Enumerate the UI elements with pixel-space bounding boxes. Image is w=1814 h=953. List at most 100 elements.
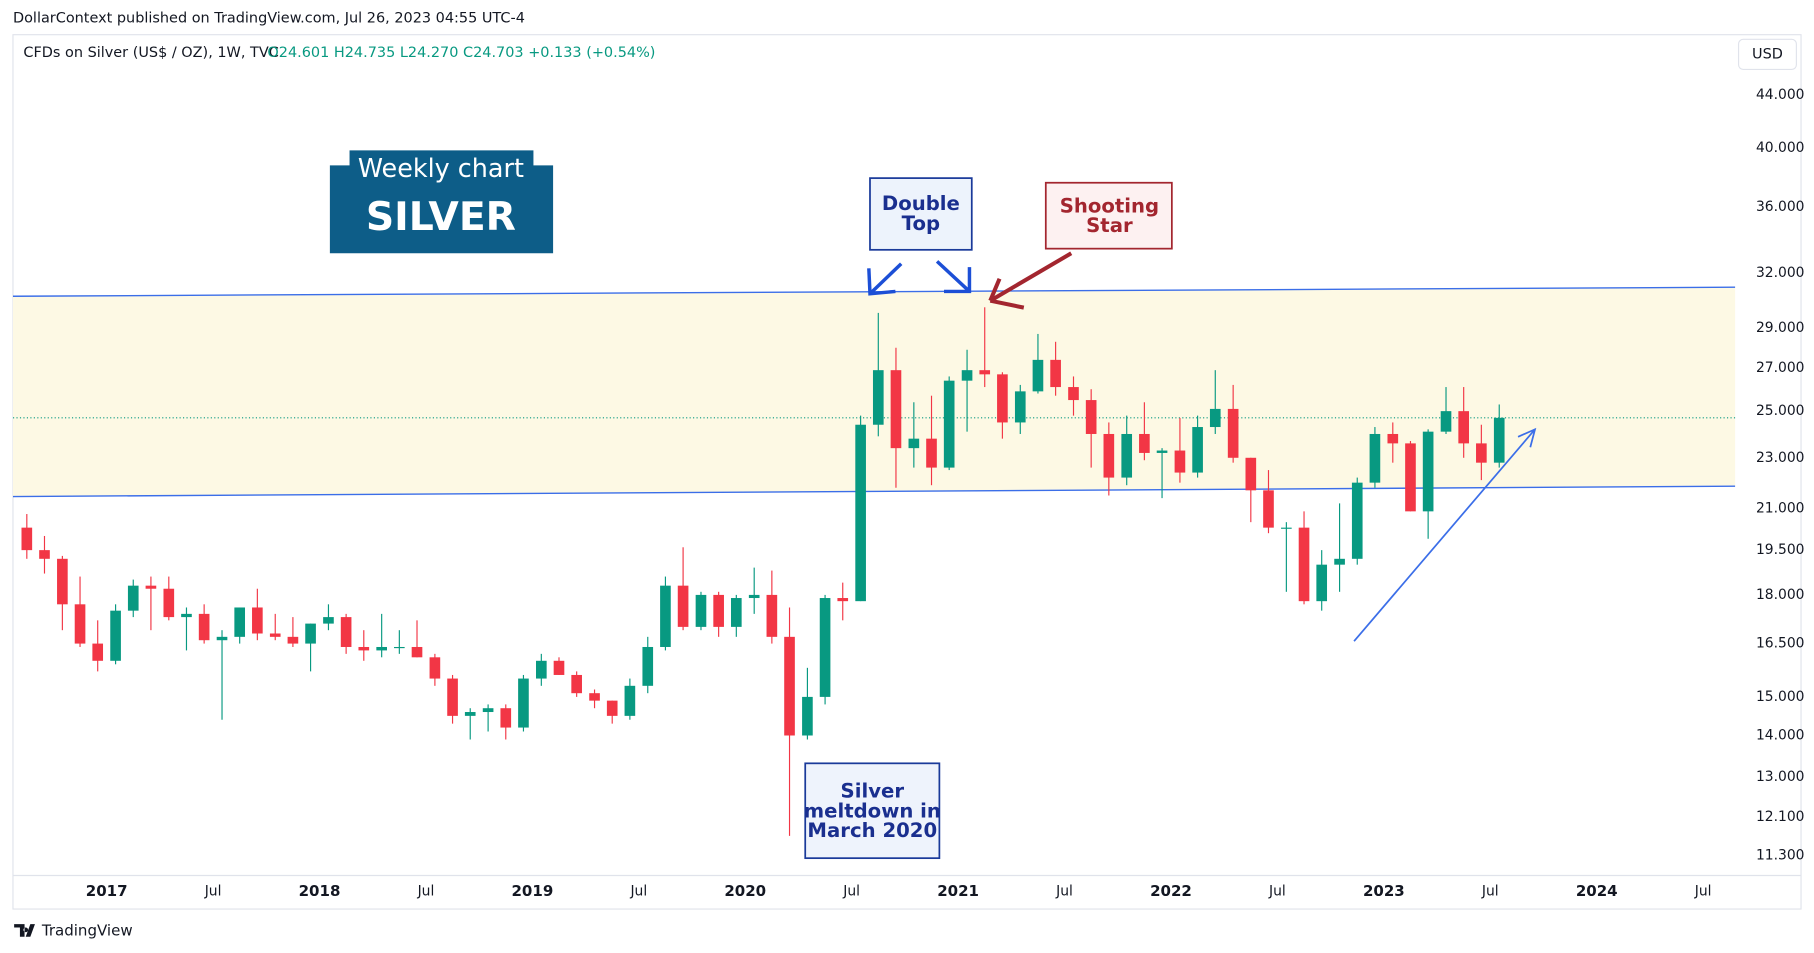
candle-body <box>269 633 281 637</box>
candle-body <box>1316 564 1328 602</box>
candle-body <box>110 610 121 661</box>
double-top-label: Double <box>882 192 960 215</box>
candle-body <box>1121 433 1133 478</box>
candle-body <box>252 607 263 634</box>
candle-body <box>730 598 742 627</box>
double-top-arrows <box>867 260 972 296</box>
candle-body <box>1440 411 1452 432</box>
candle-body <box>1281 527 1292 529</box>
currency-button[interactable] <box>1737 38 1797 70</box>
y-tick-label: 14.000 <box>1756 727 1805 743</box>
candle-body <box>1068 387 1079 401</box>
candle-body <box>482 708 494 713</box>
candle-body <box>1085 400 1097 434</box>
candle-body <box>305 623 316 644</box>
candle-body <box>127 585 139 611</box>
candle-body <box>1192 427 1203 473</box>
meltdown-box <box>804 762 941 860</box>
double-top-box <box>869 177 973 251</box>
symbol-label: CFDs on Silver (US$ / OZ), 1W, TVC <box>23 45 278 61</box>
shooting-star-label: Star <box>1086 214 1133 237</box>
candle-body <box>21 527 33 551</box>
x-tick-label: Jul <box>204 884 222 900</box>
candle-body <box>447 678 458 716</box>
candle-body <box>713 594 724 627</box>
published-note: DollarContext published on TradingView.c… <box>13 11 525 27</box>
candle-body <box>536 660 547 679</box>
candle-body <box>837 598 849 602</box>
candle-body <box>624 685 636 716</box>
x-tick-label: 2022 <box>1150 882 1192 900</box>
candle-body <box>411 646 423 658</box>
candle-body <box>1209 408 1221 428</box>
candle-body <box>1351 482 1363 559</box>
candle-body <box>358 646 370 651</box>
candle-body <box>234 607 246 637</box>
x-tick-label: 2023 <box>1363 882 1405 900</box>
candle-body <box>571 674 582 694</box>
candle-body <box>1227 408 1239 458</box>
candle-body <box>1245 457 1257 491</box>
candle-body <box>1405 443 1416 512</box>
candle-body <box>819 598 831 697</box>
candle-body <box>1014 391 1026 423</box>
candle-body <box>1050 359 1061 388</box>
title-box <box>329 150 554 254</box>
x-tick-label: 2024 <box>1576 882 1618 900</box>
currency-label: USD <box>1752 46 1783 62</box>
y-tick-label: 29.000 <box>1756 320 1805 336</box>
meltdown-label: March 2020 <box>807 819 937 842</box>
candle-body <box>500 708 512 728</box>
candle-body <box>216 636 228 641</box>
candle-body <box>340 617 352 647</box>
candle-body <box>589 693 600 701</box>
shooting-star-label: Shooting <box>1060 195 1159 218</box>
candle-body <box>145 585 157 589</box>
y-tick-label: 40.000 <box>1756 140 1805 156</box>
candle-body <box>1298 527 1310 602</box>
x-tick-label: 2017 <box>86 882 128 900</box>
candle-body <box>1422 431 1434 512</box>
x-tick-label: Jul <box>1694 884 1712 900</box>
candle-body <box>802 696 813 736</box>
title-subtitle: Weekly chart <box>358 153 524 183</box>
candle-body <box>376 646 387 651</box>
candle-body <box>323 617 334 624</box>
candle-body <box>464 712 476 716</box>
shooting-star-box <box>1044 181 1173 250</box>
y-tick-label: 12.100 <box>1756 809 1805 825</box>
candle-body <box>1156 450 1168 453</box>
candle-body <box>642 646 654 686</box>
candle-body <box>784 636 795 736</box>
brand-name: TradingView <box>41 922 133 940</box>
x-tick-label: 2019 <box>511 882 553 900</box>
candle-body <box>181 613 192 618</box>
candle-body <box>748 594 760 599</box>
candle-body <box>1369 433 1381 483</box>
quote-label: O24.601 H24.735 L24.270 C24.703 +0.133 (… <box>267 45 655 61</box>
y-tick-label: 27.000 <box>1756 360 1805 376</box>
candle-body <box>979 370 991 375</box>
candle-body <box>1103 433 1115 478</box>
x-tick-label: Jul <box>1481 884 1499 900</box>
x-tick-label: Jul <box>1268 884 1286 900</box>
trend-arrow-head <box>1517 427 1537 448</box>
candle-body <box>872 370 884 425</box>
candle-body <box>695 594 707 627</box>
title: SILVER <box>366 195 516 240</box>
candle-body <box>1493 417 1505 463</box>
candle-body <box>198 613 210 641</box>
candle-body <box>163 588 175 618</box>
y-tick-label: 21.000 <box>1756 501 1805 517</box>
candle-body <box>890 370 902 449</box>
y-tick-label: 36.000 <box>1756 199 1805 215</box>
candle-body <box>1174 450 1186 473</box>
candle-body <box>1387 433 1399 444</box>
meltdown-label: Silver <box>841 780 905 803</box>
candle-body <box>429 657 441 679</box>
y-tick-label: 11.300 <box>1756 847 1805 863</box>
y-tick-label: 32.000 <box>1756 265 1805 281</box>
y-tick-label: 19.500 <box>1756 542 1805 558</box>
y-tick-label: 23.000 <box>1756 450 1805 466</box>
